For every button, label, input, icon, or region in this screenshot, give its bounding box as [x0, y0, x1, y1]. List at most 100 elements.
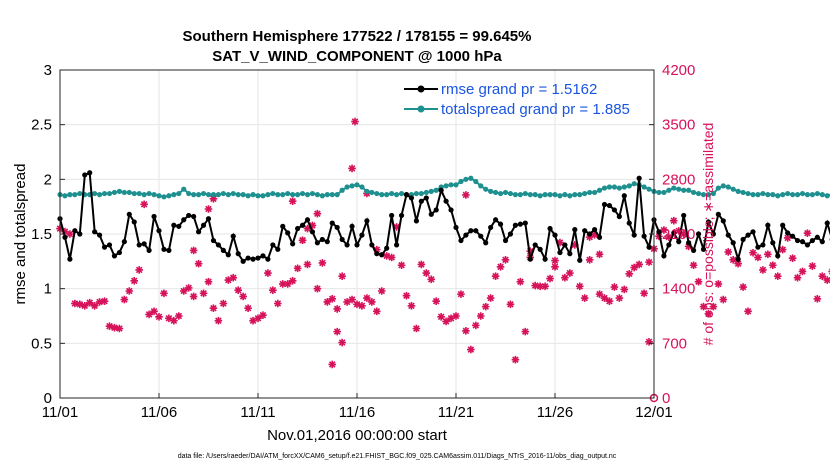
- obs-assimilated-point: [798, 267, 807, 276]
- obs-assimilated-point: [382, 252, 391, 260]
- obs-assimilated-point: [684, 242, 693, 251]
- rmse-point: [537, 246, 543, 252]
- obs-assimilated-point: [95, 298, 104, 306]
- obs-assimilated-point: [724, 248, 733, 256]
- y-axis-left: 0 0.5 1 1.5 2 2.5 3: [31, 62, 65, 407]
- rmse-point: [196, 229, 202, 235]
- obs-assimilated-point: [328, 295, 337, 303]
- rmse-point: [468, 228, 474, 234]
- totalspread-point: [770, 192, 776, 198]
- obs-assimilated-point: [754, 253, 762, 262]
- rmse-point: [329, 220, 335, 226]
- rmse-point: [483, 240, 489, 246]
- obs-assimilated-point: [351, 117, 359, 126]
- obs-assimilated-point: [348, 295, 356, 304]
- totalspread-point: [116, 188, 122, 194]
- obs-assimilated-point: [373, 245, 381, 254]
- rmse-point: [582, 228, 588, 234]
- obs-assimilated-point: [764, 250, 772, 259]
- rmse-point: [191, 213, 197, 220]
- series-obs-assimilated: [56, 117, 830, 369]
- rmse-point: [765, 222, 771, 228]
- totalspread-point: [255, 193, 261, 199]
- rmse-point: [790, 233, 796, 239]
- rmse-point: [710, 231, 717, 237]
- rmse-point: [121, 239, 127, 245]
- totalspread-point: [715, 185, 721, 191]
- totalspread-point: [691, 189, 697, 196]
- rmse-point: [146, 247, 152, 253]
- rmse-point: [200, 222, 207, 228]
- rmse-point: [656, 229, 662, 235]
- totalspread-point: [220, 190, 226, 197]
- obs-assimilated-point: [729, 255, 737, 264]
- rmse-point: [394, 242, 400, 248]
- totalspread-point: [616, 185, 622, 191]
- totalspread-point: [384, 192, 390, 198]
- totalspread-point: [270, 190, 276, 197]
- rmse-point: [389, 212, 395, 219]
- totalspread-point: [433, 187, 439, 193]
- obs-assimilated-point: [293, 264, 302, 273]
- obs-assimilated-point: [90, 302, 99, 310]
- obs-assimilated-point: [328, 360, 337, 369]
- totalspread-point: [443, 183, 449, 189]
- rmse-point: [67, 256, 73, 262]
- obs-assimilated-point: [313, 209, 322, 218]
- obs-assimilated-point: [125, 287, 134, 295]
- totalspread-point: [790, 192, 796, 198]
- rmse-point: [339, 236, 345, 243]
- rmse-point: [819, 239, 825, 245]
- rmse-point: [527, 256, 533, 262]
- rmse-point: [695, 231, 702, 237]
- rmse-point: [408, 195, 415, 201]
- rmse-point: [141, 241, 147, 247]
- rmse-point: [166, 247, 172, 253]
- totalspread-point: [398, 190, 405, 197]
- totalspread-point: [502, 189, 509, 196]
- totalspread-point: [562, 192, 568, 198]
- totalspread-point: [186, 190, 192, 197]
- rmse-point: [285, 230, 291, 236]
- rmse-point: [275, 246, 281, 252]
- rmse-point: [235, 251, 241, 257]
- obs-assimilated-point: [199, 289, 208, 298]
- obs-assimilated-point: [595, 250, 604, 259]
- obs-assimilated-point: [788, 254, 797, 263]
- totalspread-point: [344, 184, 350, 190]
- obs-assimilated-point: [155, 312, 163, 321]
- rmse-point: [151, 213, 157, 220]
- legend-spread-label: totalspread grand pr = 1.885: [441, 101, 630, 118]
- totalspread-point: [601, 185, 608, 191]
- rmse-point: [700, 246, 707, 252]
- totalspread-point: [512, 192, 519, 198]
- totalspread-point: [250, 192, 256, 198]
- rmse-point: [295, 225, 301, 232]
- totalspread-point: [181, 186, 187, 192]
- rmse-point: [428, 211, 434, 217]
- totalspread-point: [557, 193, 563, 199]
- totalspread-point: [309, 190, 316, 197]
- totalspread-point: [582, 190, 588, 197]
- x-tick-label: 11/06: [141, 404, 177, 421]
- obs-assimilated-point: [595, 290, 604, 298]
- chart-title: Southern Hemisphere 177522 / 178155 = 99…: [183, 28, 532, 45]
- rmse-point: [517, 221, 523, 227]
- obs-assimilated-point: [397, 261, 406, 270]
- rmse-point: [750, 229, 756, 235]
- totalspread-point: [493, 189, 499, 196]
- obs-assimilated-point: [645, 337, 653, 346]
- totalspread-point: [97, 192, 103, 198]
- totalspread-point: [700, 192, 707, 198]
- obs-assimilated-point: [298, 236, 307, 245]
- obs-assimilated-point: [407, 302, 416, 310]
- obs-assimilated-point: [575, 282, 584, 291]
- y-axis-label: rmse and totalspread: [12, 164, 29, 305]
- totalspread-point: [577, 192, 583, 198]
- totalspread-point: [522, 190, 528, 197]
- totalspread-point: [275, 192, 281, 198]
- obs-assimilated-point: [665, 233, 673, 241]
- obs-assimilated-point: [561, 273, 569, 282]
- obs-assimilated-point: [516, 277, 525, 286]
